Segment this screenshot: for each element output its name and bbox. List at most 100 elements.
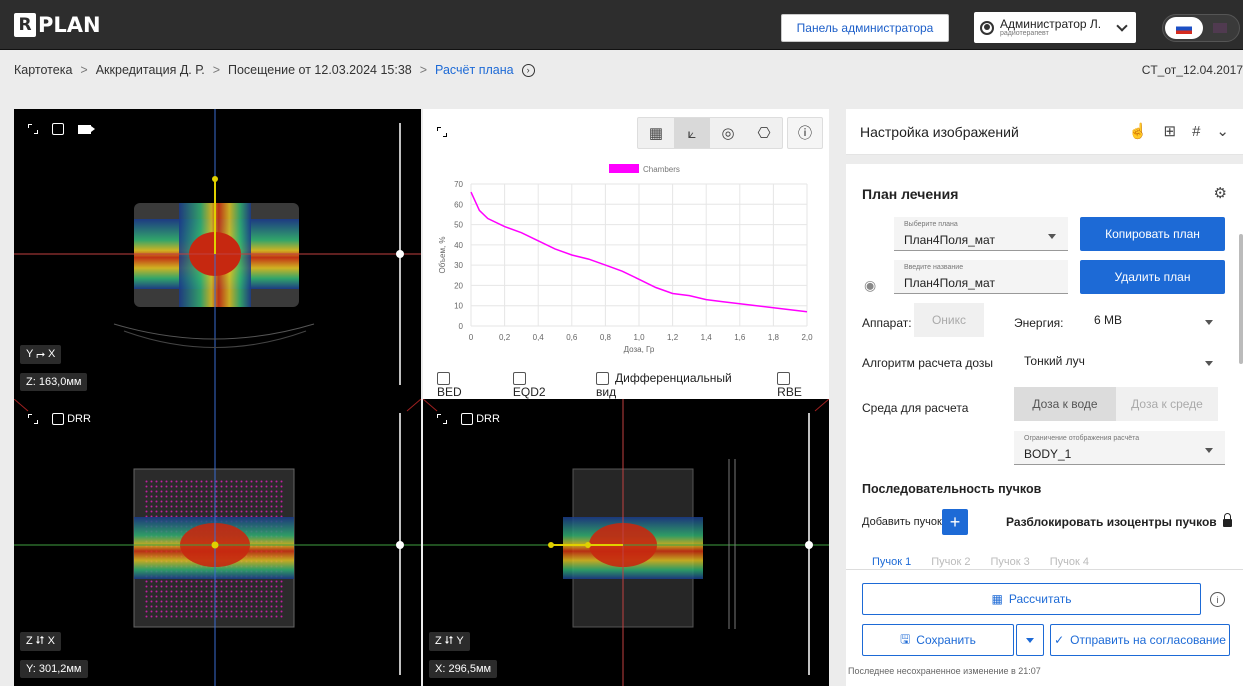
energy-select[interactable]: 6 МВ — [1084, 303, 1225, 337]
calc-limit-select[interactable]: Ограничение отображения расчёта BODY_1 — [1014, 431, 1225, 465]
copy-plan-button[interactable]: Копировать план — [1080, 217, 1225, 251]
caret-down-icon — [1205, 448, 1213, 453]
series-label: CT_от_12.04.2017 — [1141, 63, 1243, 77]
x-axis-label: Доза, Гр — [624, 345, 655, 354]
lock-icon[interactable] — [1222, 512, 1232, 527]
rbe-checkbox[interactable] — [777, 372, 791, 386]
x-tick-label: 1,2 — [667, 333, 679, 342]
camera-icon[interactable] — [78, 124, 95, 134]
video-checkbox[interactable] — [52, 123, 64, 135]
axial-viewer[interactable]: Y ⮣ X Z: 163,0мм — [14, 109, 421, 399]
breadcrumb-separator: > — [80, 63, 88, 77]
y-tick-label: 20 — [454, 281, 463, 290]
fullscreen-icon[interactable] — [28, 414, 38, 425]
y-tick-label: 10 — [454, 302, 463, 311]
tab-beam-1[interactable]: Пучок 1 — [872, 556, 912, 568]
bed-checkbox[interactable] — [437, 372, 450, 386]
calculate-button[interactable]: ▦ Рассчитать — [862, 583, 1201, 615]
user-menu[interactable]: Администратор Л. радиотерапевт — [974, 12, 1136, 43]
dose-to-water-option[interactable]: Доза к воде — [1014, 387, 1116, 421]
hand-tool-icon[interactable]: ☝ — [1128, 123, 1148, 140]
chart-toolbar: ▦ ⟀ ◎ ⎔ ⓘ — [637, 117, 823, 149]
gear-icon[interactable]: ⚙ — [1213, 185, 1227, 202]
coronal-viewer[interactable]: DRR Z ⮃ X Y: 301,2мм — [14, 399, 421, 686]
structure-view-icon[interactable]: ⎔ — [757, 125, 771, 142]
plan-name-input[interactable]: Введите название План4Поля_мат — [894, 260, 1068, 294]
caret-down-icon — [1026, 637, 1034, 643]
drr-checkbox[interactable] — [52, 413, 64, 426]
eqd2-label: EQD2 — [512, 385, 546, 400]
beam-tabs: Пучок 1 Пучок 2 Пучок 3 Пучок 4 — [872, 556, 1222, 568]
plan-name-value: План4Поля_мат — [904, 276, 995, 290]
breadcrumb-item[interactable]: Посещение от 12.03.2024 15:38 — [228, 63, 412, 77]
chart-options: BED EQD2 Дифференциальный вид RBE — [437, 371, 817, 399]
eye-icon[interactable]: ◉ — [864, 277, 877, 293]
sagittal-viewer[interactable]: DRR Z ⮃ Y X: 296,5мм — [423, 399, 829, 686]
chevron-down-icon[interactable]: ⌄ — [1216, 123, 1229, 140]
energy-label: Энергия: — [1014, 316, 1064, 330]
table-view-icon[interactable]: ▦ — [648, 125, 664, 142]
y-tick-label: 70 — [454, 180, 463, 189]
lang-ru-option[interactable] — [1165, 17, 1203, 39]
app-logo[interactable]: R PLAN — [14, 11, 101, 39]
rbe-option[interactable]: RBE — [777, 371, 817, 399]
algorithm-select[interactable]: Тонкий луч — [1014, 344, 1225, 378]
plan-panel: Настройка изображений ☝ ⊞ # ⌄ План лечен… — [846, 109, 1243, 686]
save-options-button[interactable] — [1016, 624, 1044, 656]
eqd2-option[interactable]: EQD2 — [512, 371, 560, 400]
breadcrumb-separator: > — [419, 63, 428, 77]
x-tick-label: 1,6 — [734, 333, 746, 342]
admin-panel-button[interactable]: Панель администратора — [781, 14, 949, 42]
scrollbar[interactable] — [1239, 234, 1243, 364]
save-button[interactable]: 🖫 Сохранить — [862, 624, 1014, 656]
russia-flag-icon — [1176, 22, 1192, 34]
calculator-icon: ▦ — [991, 592, 1003, 606]
plan-select[interactable]: Выберите плана План4Поля_мат — [894, 217, 1068, 251]
info-icon[interactable]: ⓘ — [787, 117, 823, 149]
breadcrumb-item[interactable]: Картотека — [14, 63, 73, 77]
tab-beam-4[interactable]: Пучок 4 — [1049, 556, 1089, 568]
energy-value: 6 МВ — [1094, 313, 1123, 327]
caret-down-icon — [1205, 320, 1213, 325]
dvh-panel: ▦ ⟀ ◎ ⎔ ⓘ 0 10 20 30 40 50 60 70 0 0,2 0,4 0,6 0,8 1,… — [423, 109, 829, 399]
tab-beam-3[interactable]: Пучок 3 — [990, 556, 1030, 568]
user-name: Администратор Л. — [1000, 16, 1102, 31]
chevron-circle-icon[interactable]: › — [521, 63, 535, 77]
x-tick-label: 0,6 — [566, 333, 578, 342]
orientation-label: Z ⮃ Y — [429, 632, 470, 651]
layout-grid-icon[interactable]: ⊞ — [1163, 123, 1177, 140]
breadcrumb-item[interactable]: Аккредитация Д. Р. — [95, 63, 205, 77]
send-approval-button[interactable]: ✓ Отправить на согласование — [1050, 624, 1230, 656]
eqd2-checkbox[interactable] — [512, 372, 526, 386]
bed-option[interactable]: BED — [437, 371, 477, 399]
add-beam-label: Добавить пучок — [862, 516, 942, 528]
drr-toggle[interactable]: DRR — [461, 413, 500, 426]
chart-view-icon[interactable]: ⟀ — [674, 118, 710, 148]
uk-flag-icon[interactable] — [1213, 23, 1227, 33]
header-icons: ☝ ⊞ # ⌄ — [1128, 122, 1229, 141]
tab-beam-2[interactable]: Пучок 2 — [931, 556, 971, 568]
fullscreen-icon[interactable] — [437, 414, 447, 425]
medium-toggle: Доза к воде Доза к среде — [1014, 387, 1218, 421]
fullscreen-icon[interactable] — [437, 127, 447, 137]
hash-grid-icon[interactable]: # — [1192, 122, 1201, 140]
logo-text: PLAN — [38, 13, 101, 37]
unlock-isocenters[interactable]: Разблокировать изоцентры пучков — [1006, 512, 1232, 529]
drr-checkbox[interactable] — [461, 413, 473, 426]
treatment-plan-section: План лечения ⚙ Выберите плана План4Поля_… — [846, 164, 1243, 569]
delete-plan-button[interactable]: Удалить план — [1080, 260, 1225, 294]
add-beam-button[interactable]: + — [942, 509, 968, 535]
differential-option[interactable]: Дифференциальный вид — [596, 371, 741, 399]
image-settings-header[interactable]: Настройка изображений ☝ ⊞ # ⌄ — [846, 109, 1243, 155]
drr-toggle[interactable]: DRR — [52, 413, 91, 426]
language-toggle[interactable] — [1162, 14, 1240, 42]
differential-checkbox[interactable] — [596, 372, 610, 386]
x-tick-label: 2,0 — [801, 333, 813, 342]
sagittal-controls: DRR — [437, 413, 500, 426]
info-icon[interactable]: i — [1210, 592, 1225, 607]
target-view-icon[interactable]: ◎ — [721, 125, 735, 142]
breadcrumb-current: Расчёт плана — [435, 63, 514, 77]
x-tick-label: 0,4 — [533, 333, 545, 342]
dose-to-medium-option[interactable]: Доза к среде — [1116, 387, 1218, 421]
fullscreen-icon[interactable] — [28, 124, 38, 134]
